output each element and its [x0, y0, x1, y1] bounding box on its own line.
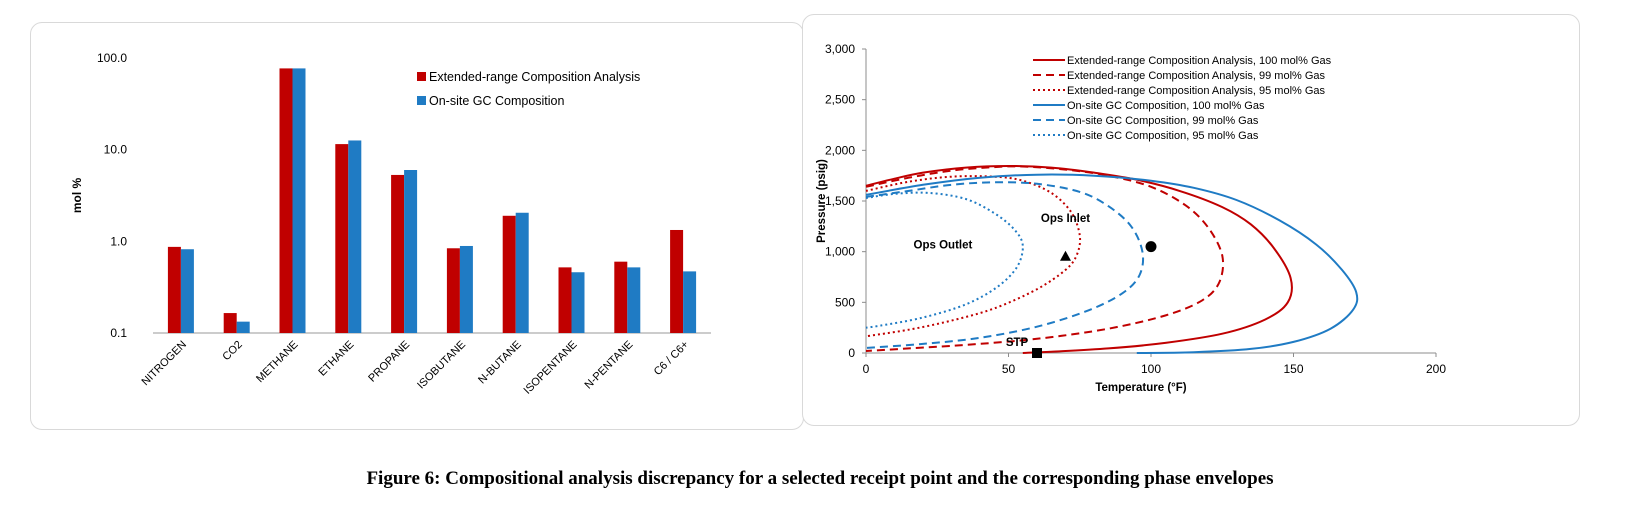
y-tick-label: 3,000 [825, 42, 855, 56]
legend-swatch [417, 96, 426, 105]
envelope-line-6 [865, 191, 1024, 329]
bar-onsite-co2 [236, 321, 250, 333]
y-tick-label: 2,500 [825, 93, 855, 107]
bar-onsite-isobutane [459, 245, 473, 333]
y-tick-label: 1,500 [825, 194, 855, 208]
bar-onsite-n-butane [515, 212, 529, 333]
stp-marker [1032, 348, 1042, 358]
x-tick-label: ISOBUTANE [415, 339, 468, 392]
bar-onsite-isopentane [571, 272, 585, 333]
envelope-line-4 [865, 173, 1359, 354]
bar-onsite-n-pentane [627, 267, 641, 333]
annotation-label: Ops Inlet [1041, 213, 1090, 225]
point-marker [1145, 241, 1157, 253]
bar-onsite-propane [404, 170, 418, 333]
y-tick-label: 10.0 [104, 143, 128, 157]
y-axis-title: mol % [70, 178, 84, 214]
x-tick-label: ISOPENTANE [522, 339, 580, 397]
bar-onsite-ethane [348, 140, 362, 333]
envelope-line-5 [865, 181, 1145, 349]
y-tick-label: 2,000 [825, 143, 855, 157]
bar-extended-n-butane [502, 215, 516, 333]
bar-extended-c6-c6- [670, 229, 684, 333]
x-tick-label: 50 [1002, 362, 1016, 376]
envelope-line-3 [865, 175, 1082, 338]
x-tick-label: 200 [1426, 362, 1446, 376]
y-axis-title: Pressure (psig) [816, 159, 828, 243]
x-tick-label: 100 [1141, 362, 1161, 376]
x-tick-label: ETHANE [316, 339, 356, 379]
x-tick-label: CO2 [220, 339, 244, 363]
legend-label: Extended-range Composition Analysis, 95 … [1067, 85, 1326, 97]
x-tick-label: NITROGEN [139, 339, 189, 389]
legend-swatch [417, 72, 426, 81]
composition-chart-panel: 0.1 1.0 10.0 100.0 mol % NITROGEN CO2 METHANE ET… [30, 22, 804, 430]
legend-label: On-site GC Composition, 95 mol% Gas [1067, 130, 1259, 142]
ops-inlet-marker [1060, 250, 1071, 261]
x-tick-label: C6 / C6+ [652, 339, 691, 378]
bar-extended-ethane [335, 144, 349, 333]
bar-extended-nitrogen [167, 246, 181, 333]
bar-extended-methane [279, 68, 293, 333]
legend-label: On-site GC Composition, 100 mol% Gas [1067, 100, 1265, 112]
envelope-line-2 [865, 165, 1225, 352]
bar-onsite-c6-c6- [683, 271, 697, 333]
legend-label: Extended-range Composition Analysis, 99 … [1067, 70, 1326, 82]
legend-label: Extended-range Composition Analysis [429, 70, 640, 84]
y-tick-label: 100.0 [97, 51, 127, 65]
y-tick-label: 0.1 [110, 326, 127, 340]
x-tick-label: 150 [1283, 362, 1303, 376]
y-tick-label: 0 [848, 346, 855, 360]
x-axis-title: Temperature (°F) [1095, 382, 1186, 394]
composition-bar-chart: 0.1 1.0 10.0 100.0 mol % NITROGEN CO2 METHANE ET… [70, 51, 711, 397]
bar-extended-propane [391, 174, 405, 333]
bar-extended-isobutane [446, 248, 460, 333]
legend-label: Extended-range Composition Analysis, 100… [1067, 55, 1332, 67]
bar-onsite-methane [292, 68, 306, 333]
y-tick-label: 1.0 [110, 234, 127, 248]
figure-caption: Figure 6: Compositional analysis discrep… [366, 468, 1274, 489]
annotation-label: STP [1006, 337, 1029, 349]
annotation-label: Ops Outlet [914, 240, 973, 252]
bar-onsite-nitrogen [180, 249, 194, 333]
y-tick-label: 500 [835, 295, 855, 309]
x-tick-label: PROPANE [366, 339, 412, 385]
phase-envelope-line-chart: 0 500 1,000 1,500 2,000 2,500 3,000 0 50 100 150 20… [816, 42, 1446, 394]
x-tick-label: N-PENTANE [583, 339, 636, 392]
x-tick-label: 0 [863, 362, 870, 376]
phase-envelope-chart-panel: 0 500 1,000 1,500 2,000 2,500 3,000 0 50 100 150 20… [802, 14, 1580, 426]
legend-label: On-site GC Composition, 99 mol% Gas [1067, 115, 1259, 127]
envelope-line-1 [865, 164, 1293, 354]
bar-extended-isopentane [558, 267, 572, 333]
bar-extended-n-pentane [614, 261, 628, 333]
x-tick-label: N-BUTANE [476, 339, 524, 387]
bar-extended-co2 [223, 313, 237, 333]
y-tick-label: 1,000 [825, 245, 855, 259]
x-tick-label: METHANE [254, 339, 301, 386]
legend-label: On-site GC Composition [429, 94, 565, 108]
